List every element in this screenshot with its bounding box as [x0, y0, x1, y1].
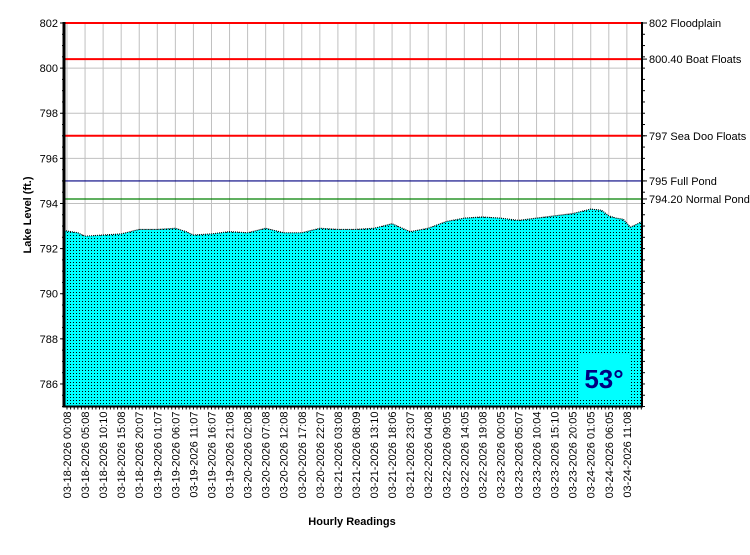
x-tick-label: 03-22-2026 09:05	[441, 412, 453, 499]
x-tick-label: 03-21-2026 23:07	[405, 412, 417, 499]
reference-lines: 802 Floodplain 800.40 Boat Floats 797 Sea …	[64, 18, 750, 206]
y-tick-label: 794	[40, 198, 58, 210]
x-tick-label: 03-20-2026 17:08	[297, 412, 309, 499]
x-tick-label: 03-20-2026 22:07	[315, 412, 327, 499]
x-tick-label: 03-23-2026 05:07	[514, 412, 526, 499]
y-tick-label: 792	[40, 244, 58, 256]
x-tick-label: 03-20-2026 12:08	[279, 412, 291, 499]
x-tick-label: 03-23-2026 20:05	[568, 412, 580, 499]
reference-label: 802 Floodplain	[649, 18, 721, 30]
y-tick-label: 786	[40, 379, 58, 391]
reference-label: 800.40 Boat Floats	[649, 54, 742, 66]
x-tick-label: 03-20-2026 02:08	[243, 412, 255, 499]
x-tick-label: 03-19-2026 01:07	[152, 412, 164, 499]
y-tick-label: 800	[40, 63, 58, 75]
y-tick-label: 788	[40, 334, 58, 346]
axes: 786 788 790 792 794 796 798 800 802 03-18-2026 00…	[40, 18, 645, 498]
lake-level-area	[64, 209, 642, 407]
x-tick-label: 03-19-2026 16:07	[206, 412, 218, 499]
y-tick-label: 790	[40, 289, 58, 301]
x-tick-label: 03-19-2026 21:08	[225, 412, 237, 499]
x-tick-label: 03-18-2026 10:10	[98, 412, 110, 499]
x-tick-label: 03-18-2026 05:08	[80, 412, 92, 499]
reference-label: 797 Sea Doo Floats	[649, 131, 747, 143]
x-tick-label: 03-22-2026 14:05	[459, 412, 471, 499]
y-tick-label: 796	[40, 153, 58, 165]
y-axis-label: Lake Level (ft.)	[22, 176, 34, 253]
x-tick-label: 03-23-2026 10:04	[532, 412, 544, 499]
x-axis-label: Hourly Readings	[308, 516, 395, 528]
x-tick-label: 03-21-2026 08:09	[351, 412, 363, 499]
x-tick-label: 03-21-2026 03:08	[333, 412, 345, 499]
x-tick-label: 03-21-2026 18:06	[387, 412, 399, 499]
x-tick-label: 03-20-2026 07:08	[261, 412, 273, 499]
x-tick-label: 03-24-2026 06:05	[604, 412, 616, 499]
x-tick-label: 03-23-2026 00:05	[495, 412, 507, 499]
x-tick-label: 03-21-2026 13:10	[369, 412, 381, 499]
x-tick-label: 03-22-2026 04:08	[423, 412, 435, 499]
area-series	[63, 208, 643, 407]
x-tick-label: 03-19-2026 06:07	[170, 412, 182, 499]
x-tick-label: 03-18-2026 00:08	[62, 412, 74, 499]
x-tick-label: 03-22-2026 19:08	[477, 412, 489, 499]
y-tick-label: 798	[40, 108, 58, 120]
x-tick-label: 03-18-2026 20:07	[134, 412, 146, 499]
x-tick-label: 03-23-2026 15:10	[550, 412, 562, 499]
temperature-badge: 53°	[580, 354, 630, 398]
y-tick-label: 802	[40, 18, 58, 30]
reference-label: 795 Full Pond	[649, 176, 717, 188]
x-tick-label: 03-24-2026 11:08	[622, 412, 634, 498]
lake-level-line	[63, 208, 643, 237]
x-tick-label: 03-18-2026 15:08	[116, 412, 128, 499]
reference-label: 794.20 Normal Pond	[649, 194, 750, 206]
x-tick-label: 03-24-2026 01:05	[586, 412, 598, 499]
temperature-value: 53°	[584, 364, 623, 394]
x-tick-label: 03-19-2026 11:07	[188, 412, 200, 498]
